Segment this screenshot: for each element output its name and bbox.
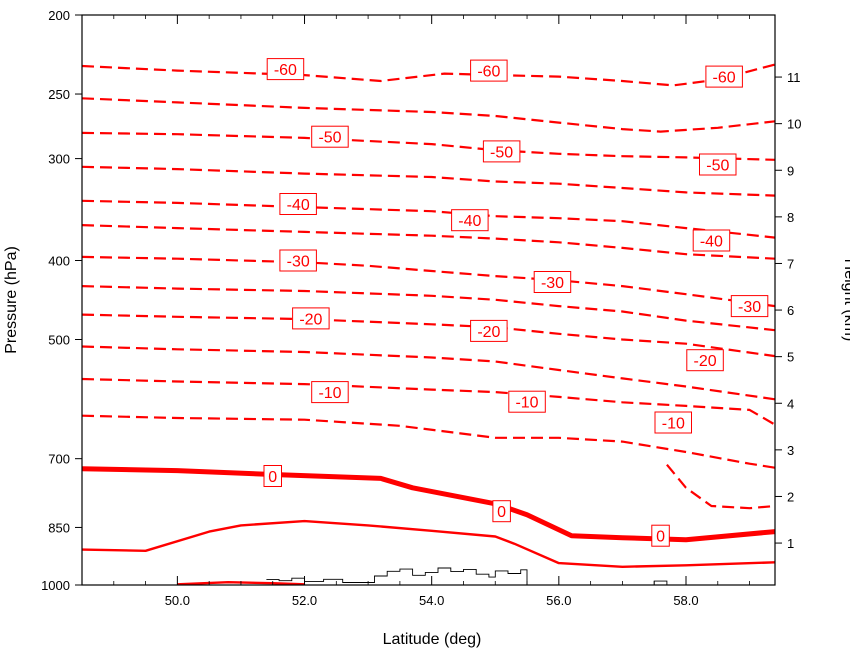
y-axis-left: 200 250 300 400 500 700 850 1000 bbox=[41, 8, 82, 593]
x-tick-label: 58.0 bbox=[673, 593, 698, 608]
contour-label-box bbox=[470, 319, 508, 342]
contour-label-9: -30 bbox=[287, 254, 310, 271]
contour-label-1: -60 bbox=[477, 64, 500, 81]
contour-label-7: -40 bbox=[458, 213, 481, 230]
contour-label-box bbox=[279, 249, 317, 272]
contour-label-16: -10 bbox=[515, 395, 538, 412]
y2-tick-label: 8 bbox=[787, 210, 794, 225]
contour-label-8: -40 bbox=[700, 234, 723, 251]
y-axis-right: 1 2 3 4 5 6 7 8 9 10 11 bbox=[775, 70, 801, 551]
contour-label-box bbox=[730, 295, 769, 318]
contour-label-5: -50 bbox=[706, 158, 729, 175]
y2-tick-label: 5 bbox=[787, 350, 794, 365]
contour-label-box bbox=[311, 381, 349, 404]
contour-line-0-12 bbox=[81, 466, 776, 543]
contour-label-13: -20 bbox=[477, 324, 500, 341]
contour-line-neg10-11 bbox=[81, 414, 776, 469]
contour-line-neg60-1 bbox=[81, 97, 776, 133]
contour-label-17: -10 bbox=[662, 416, 685, 433]
terrain-outline bbox=[266, 567, 668, 586]
x-tick-label: 52.0 bbox=[292, 593, 317, 608]
contour-label-box bbox=[279, 193, 317, 215]
contour-label-18: 0 bbox=[268, 469, 277, 486]
contour-label-box bbox=[492, 500, 511, 523]
y-tick-label: 850 bbox=[48, 520, 70, 535]
contour-label-box bbox=[533, 271, 572, 293]
contour-label-4: -50 bbox=[490, 144, 513, 161]
contour-line-neg10-13 bbox=[666, 463, 776, 510]
contour-label-box bbox=[263, 465, 282, 487]
contour-line-10-14 bbox=[81, 519, 776, 568]
contour-line-neg40-5 bbox=[81, 224, 776, 260]
contour-label-15: -10 bbox=[318, 385, 341, 402]
y2-tick-label: 7 bbox=[787, 256, 794, 271]
contour-label-box bbox=[699, 153, 737, 176]
contour-line-neg40-4 bbox=[81, 199, 776, 239]
y2-tick-label: 10 bbox=[787, 117, 801, 132]
y2-tick-label: 4 bbox=[787, 396, 794, 411]
y-tick-label: 250 bbox=[48, 87, 70, 102]
contour-line-neg50-2 bbox=[81, 131, 776, 161]
contour-line-neg30-6 bbox=[81, 255, 776, 308]
contour-line-neg50-3 bbox=[81, 165, 776, 197]
contour-label-box bbox=[482, 140, 521, 163]
terrain-profile bbox=[266, 567, 668, 586]
contour-label-0: -60 bbox=[274, 62, 297, 79]
contour-labels: -60 -60 -60 -50 -50 -50 -40 -40 -40 -30 -30 -30 -20 -… bbox=[263, 58, 769, 547]
contour-label-box bbox=[705, 65, 743, 88]
contour-label-14: -20 bbox=[694, 353, 717, 370]
y2-tick-label: 2 bbox=[787, 489, 794, 504]
contour-label-box bbox=[508, 390, 546, 413]
x-tick-label: 56.0 bbox=[546, 593, 571, 608]
contour-label-10: -30 bbox=[541, 275, 564, 292]
y-tick-label: 300 bbox=[48, 152, 70, 167]
contour-label-20: 0 bbox=[656, 529, 665, 546]
contour-line-neg20-8 bbox=[81, 313, 776, 358]
contour-lines bbox=[81, 63, 776, 586]
contour-label-2: -60 bbox=[713, 70, 736, 87]
y-tick-label: 400 bbox=[48, 253, 70, 268]
contour-label-box bbox=[686, 349, 724, 372]
x-axis: 50.0 52.0 54.0 56.0 58.0 bbox=[81, 15, 750, 608]
contour-label-6: -40 bbox=[287, 197, 310, 214]
contour-label-box bbox=[470, 59, 508, 82]
y-tick-label: 500 bbox=[48, 333, 70, 348]
contour-label-box bbox=[311, 125, 349, 148]
plot-frame bbox=[81, 14, 776, 586]
y2-tick-label: 6 bbox=[787, 303, 794, 318]
contour-label-11: -30 bbox=[738, 299, 761, 316]
contour-label-box bbox=[692, 229, 731, 252]
contour-label-box bbox=[451, 209, 489, 232]
contour-label-19: 0 bbox=[497, 504, 506, 521]
y2-axis-title: Height (km) bbox=[841, 259, 850, 342]
contour-label-box bbox=[654, 411, 692, 434]
y-tick-label: 200 bbox=[48, 8, 70, 23]
y-tick-label: 1000 bbox=[41, 578, 70, 593]
x-tick-label: 50.0 bbox=[165, 593, 190, 608]
contour-line-20-15 bbox=[177, 581, 305, 586]
contour-line-neg10-10 bbox=[81, 377, 776, 426]
contour-label-12: -20 bbox=[299, 311, 322, 328]
contour-label-box bbox=[266, 58, 305, 81]
y2-tick-label: 11 bbox=[787, 70, 801, 85]
y-tick-label: 700 bbox=[48, 452, 70, 467]
contour-label-box bbox=[292, 307, 330, 330]
contour-label-box bbox=[651, 524, 670, 547]
y2-tick-label: 3 bbox=[787, 443, 794, 458]
contour-label-3: -50 bbox=[318, 130, 341, 147]
y2-tick-label: 9 bbox=[787, 163, 794, 178]
y-axis-title: Pressure (hPa) bbox=[3, 246, 20, 354]
y2-tick-label: 1 bbox=[787, 536, 794, 551]
x-tick-label: 54.0 bbox=[419, 593, 444, 608]
contour-line-neg60-0 bbox=[81, 63, 776, 87]
x-axis-title: Latitude (deg) bbox=[383, 631, 482, 648]
contour-line-neg30-7 bbox=[81, 285, 776, 332]
plot-border bbox=[81, 14, 776, 586]
contour-line-neg20-9 bbox=[81, 345, 776, 401]
